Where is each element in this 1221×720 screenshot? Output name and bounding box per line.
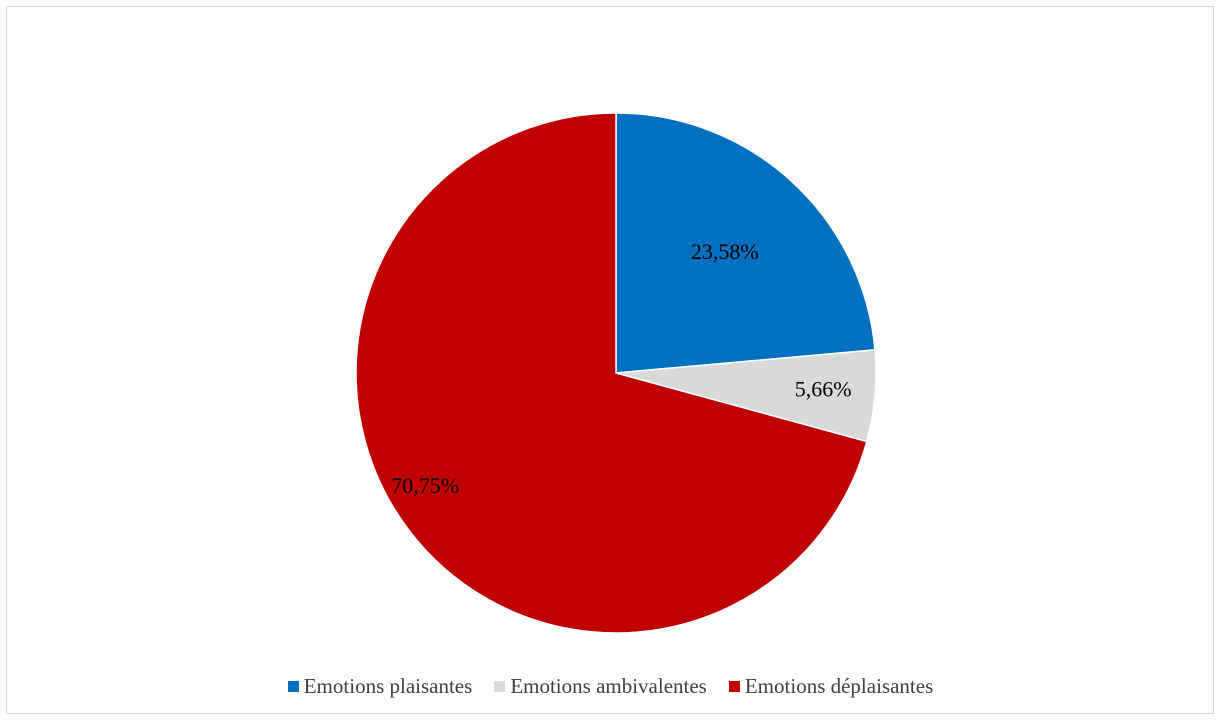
legend-swatch-ambivalentes: [494, 681, 506, 692]
legend-item-deplaisantes: Emotions déplaisantes: [728, 674, 934, 699]
legend-swatch-deplaisantes: [728, 681, 740, 692]
pie-chart: 23,58% 5,66% 70,75%: [355, 112, 877, 634]
legend-swatch-plaisantes: [287, 681, 299, 692]
pie-slice-2: [355, 112, 868, 634]
slice-label-1: 5,66%: [795, 376, 852, 401]
legend-item-ambivalentes: Emotions ambivalentes: [494, 674, 707, 699]
pie-slice-0: [615, 112, 876, 374]
legend-label-plaisantes: Emotions plaisantes: [303, 674, 473, 698]
legend-label-deplaisantes: Emotions déplaisantes: [744, 674, 934, 698]
legend-label-ambivalentes: Emotions ambivalentes: [510, 674, 707, 698]
legend-item-plaisantes: Emotions plaisantes: [287, 674, 473, 699]
slice-label-2: 70,75%: [391, 473, 459, 498]
legend: Emotions plaisantes Emotions ambivalente…: [0, 674, 1221, 699]
slice-label-0: 23,58%: [691, 239, 759, 264]
